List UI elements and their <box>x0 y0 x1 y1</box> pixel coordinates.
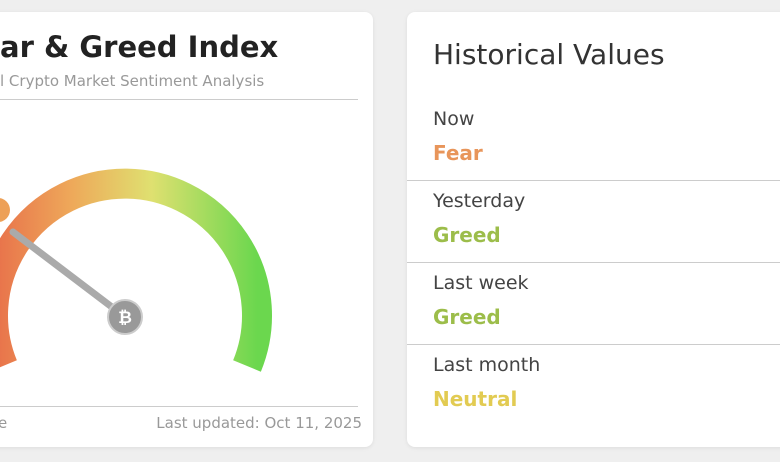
row-value: Greed <box>433 223 501 247</box>
bitcoin-icon: ₿ <box>118 308 132 328</box>
card-subtitle: l Crypto Market Sentiment Analysis <box>0 72 265 90</box>
row-label: Yesterday <box>433 190 526 212</box>
gauge-arc <box>0 168 272 372</box>
needle <box>9 228 129 321</box>
gauge-marker <box>0 198 10 222</box>
row-label: Last month <box>433 354 541 376</box>
divider <box>0 406 358 407</box>
gauge-card: ar & Greed Index l Crypto Market Sentime… <box>0 12 373 447</box>
divider <box>0 99 358 100</box>
history-card: Historical Values Now Fear Yesterday Greed L… <box>407 12 780 447</box>
bitcoin-hub <box>107 299 143 335</box>
card-title: Historical Values <box>433 38 665 71</box>
gauge: ₿ <box>0 168 272 372</box>
card-title: ar & Greed Index <box>0 30 279 64</box>
row-value: Greed <box>433 305 501 329</box>
row-label: Last week <box>433 272 529 294</box>
row-value: Fear <box>433 141 483 165</box>
last-updated: Last updated: Oct 11, 2025 <box>156 414 362 432</box>
divider <box>407 180 780 181</box>
row-label: Now <box>433 108 475 130</box>
divider <box>407 344 780 345</box>
footer-left: e <box>0 414 8 432</box>
divider <box>407 262 780 263</box>
row-value: Neutral <box>433 387 518 411</box>
